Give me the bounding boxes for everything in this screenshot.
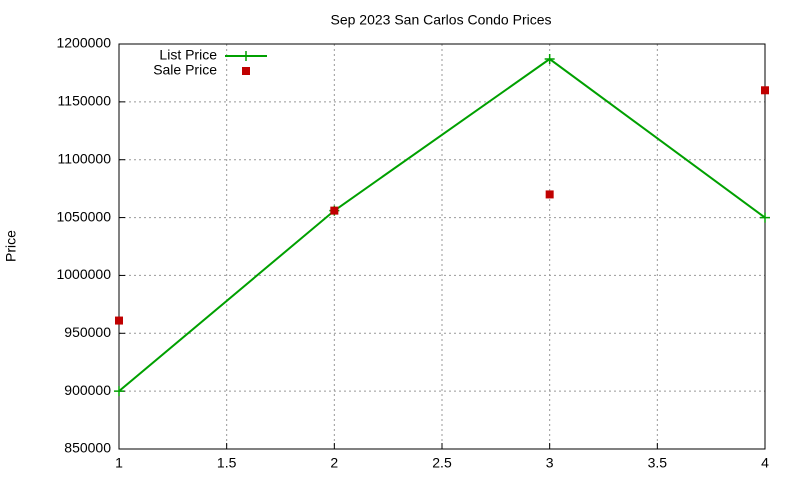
x-tick-label: 3.5 <box>648 455 668 471</box>
y-tick-label: 1150000 <box>58 93 112 109</box>
x-tick-label: 3 <box>546 455 554 471</box>
y-tick-label: 900000 <box>64 382 111 398</box>
legend-label: List Price <box>159 47 217 63</box>
legend-label: Sale Price <box>153 62 217 78</box>
chart-title: Sep 2023 San Carlos Condo Prices <box>330 12 551 28</box>
data-line <box>118 57 766 392</box>
legend-marker <box>241 51 251 61</box>
y-tick-label: 1100000 <box>58 150 112 166</box>
data-point <box>545 190 554 199</box>
x-tick-label: 1.5 <box>217 455 237 471</box>
x-tick-label: 2.5 <box>432 455 452 471</box>
y-tick-label: 850000 <box>64 440 111 456</box>
legend-marker <box>242 67 250 75</box>
data-point <box>115 316 123 325</box>
data-point <box>761 86 769 95</box>
x-tick-label: 1 <box>115 455 123 471</box>
x-tick-label: 2 <box>330 455 338 471</box>
y-axis-label: Price <box>3 230 19 262</box>
data-point <box>330 206 339 215</box>
y-tick-label: 1050000 <box>56 208 111 224</box>
plot-border <box>118 43 766 450</box>
y-tick-label: 1000000 <box>56 266 111 282</box>
data-point <box>760 212 770 223</box>
y-tick-label: 1200000 <box>56 35 111 51</box>
x-tick-label: 4 <box>761 455 769 471</box>
data-point <box>544 54 555 65</box>
y-tick-label: 950000 <box>64 324 111 340</box>
data-point <box>114 386 124 397</box>
